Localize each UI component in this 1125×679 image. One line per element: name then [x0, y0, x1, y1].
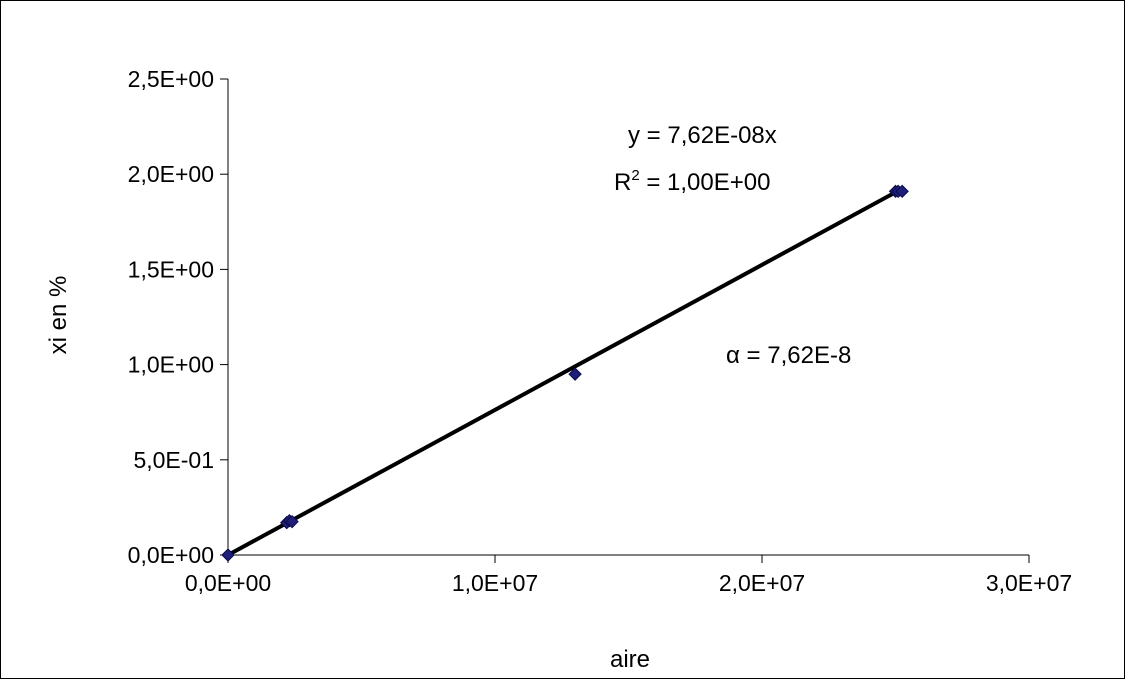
data-point: [221, 548, 235, 562]
trendline-equation: y = 7,62E-08x: [628, 122, 777, 149]
tick-labels: 0,0E+00 5,0E-01 1,0E+00 1,5E+00 2,0E+00 2,5E+…: [128, 66, 1073, 596]
y-tick-label: 0,0E+00: [128, 542, 214, 568]
y-tick-label: 5,0E-01: [133, 447, 214, 473]
x-tick-label: 1,0E+07: [452, 570, 538, 596]
x-tick-label: 2,0E+07: [719, 570, 805, 596]
alpha-label: α = 7,62E-8: [726, 342, 851, 369]
x-axis-title: aire: [610, 646, 650, 673]
trendline-group: [227, 187, 902, 557]
r-squared-prefix: R: [614, 169, 631, 196]
y-tick-label: 2,5E+00: [128, 66, 214, 92]
data-points: [221, 184, 909, 562]
trendline: [227, 187, 902, 557]
r-squared-superscript: 2: [631, 167, 639, 184]
data-point: [568, 367, 582, 381]
axes: [220, 78, 1030, 563]
y-axis-title: xi en %: [45, 276, 72, 355]
y-tick-label: 2,0E+00: [128, 161, 214, 187]
data-point: [895, 184, 909, 199]
x-tick-label: 0,0E+00: [185, 570, 271, 596]
r-squared-label: R2 = 1,00E+00: [614, 167, 770, 196]
x-tick-label: 3,0E+07: [986, 570, 1072, 596]
data-point: [285, 514, 299, 529]
y-tick-label: 1,5E+00: [128, 256, 214, 282]
r-squared-value: = 1,00E+00: [640, 169, 771, 196]
y-tick-label: 1,0E+00: [128, 352, 214, 378]
